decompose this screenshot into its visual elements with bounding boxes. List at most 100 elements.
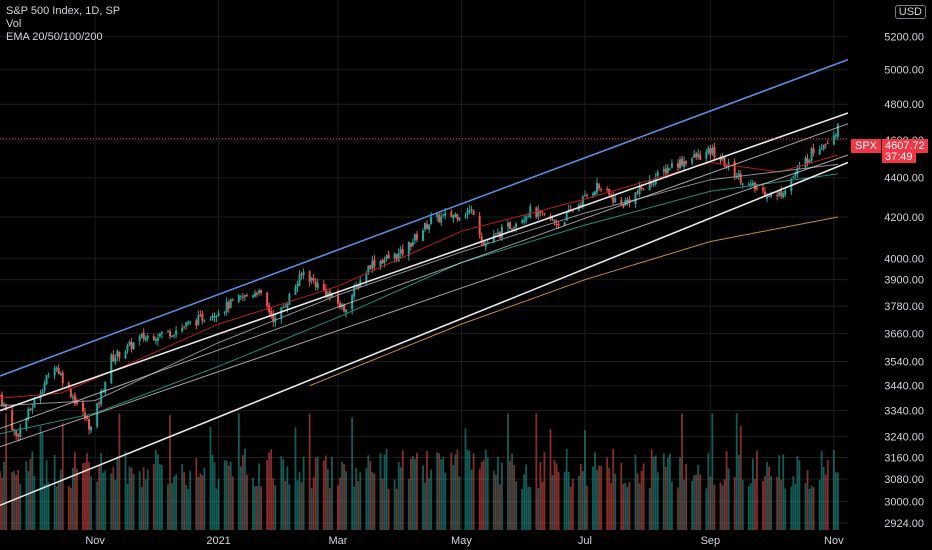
volume-bar: [3, 461, 5, 530]
volume-bar: [725, 451, 728, 530]
volume-bar: [294, 427, 297, 530]
candle-body: [721, 156, 724, 160]
volume-bar: [737, 455, 740, 530]
volume-bar: [596, 469, 598, 530]
volume-bar: [237, 413, 240, 530]
volume-bar: [834, 472, 837, 530]
volume-bar: [102, 472, 105, 530]
candle-body: [735, 176, 738, 178]
candle-body: [415, 233, 418, 240]
volume-bar: [365, 468, 368, 530]
candle-body: [401, 249, 404, 255]
volume-bar: [73, 452, 76, 530]
candle-body: [393, 253, 396, 259]
candle-body: [472, 210, 475, 215]
volume-bar: [525, 464, 528, 530]
price-axis-area: [848, 0, 932, 550]
volume-bar: [822, 466, 825, 530]
volume-bar: [784, 488, 787, 530]
ema-line: [0, 163, 838, 407]
candle-body: [506, 223, 509, 227]
volume-bar: [836, 472, 839, 530]
candle-body: [747, 184, 750, 186]
volume-bar: [685, 464, 687, 530]
volume-bar: [662, 453, 665, 530]
candle-body: [383, 259, 386, 263]
volume-bar: [399, 467, 402, 530]
volume-bar: [132, 473, 135, 530]
candle-body: [245, 295, 248, 297]
volume-bar: [367, 455, 370, 530]
volume-bar: [167, 484, 169, 530]
volume-bar: [636, 473, 639, 530]
candle-body: [782, 193, 785, 198]
volume-bar: [428, 478, 430, 530]
candle-body: [515, 223, 518, 228]
volume-bar: [393, 479, 396, 530]
volume-bar: [322, 460, 325, 530]
currency-button[interactable]: USD: [894, 5, 926, 19]
candle-body: [804, 158, 807, 168]
volume-bar: [197, 476, 200, 530]
volume-bar: [57, 482, 60, 530]
candle-body: [237, 295, 240, 302]
volume-bar: [782, 454, 785, 530]
candle-body: [583, 194, 586, 196]
volume-bar: [709, 476, 712, 530]
volume-bar: [59, 469, 62, 530]
volume-bar: [100, 452, 103, 530]
volume-bar: [478, 468, 481, 530]
candle-body: [217, 313, 220, 317]
volume-bar: [612, 448, 615, 530]
volume-bar: [128, 466, 131, 530]
candle-body: [521, 220, 524, 223]
volume-bar: [652, 456, 655, 530]
legend-title: S&P 500 Index, 1D, SP: [6, 5, 121, 17]
candle-body: [456, 214, 459, 220]
candle-body: [691, 158, 694, 164]
candle-body: [45, 375, 48, 385]
volume-bar: [600, 465, 602, 530]
volume-bar: [31, 451, 34, 530]
candle-body: [231, 299, 234, 301]
candle-body: [470, 209, 473, 211]
candle-body: [98, 402, 101, 404]
volume-bar: [140, 487, 143, 530]
candle-body: [73, 395, 76, 404]
candle-body: [444, 212, 447, 216]
price-axis-label: 4200.00: [884, 212, 924, 224]
volume-bar: [246, 474, 248, 530]
trend-line: [0, 161, 849, 507]
volume-bar: [17, 469, 20, 530]
volume-bar: [379, 453, 382, 530]
volume-bar: [507, 413, 509, 530]
time-axis-label: Mar: [329, 535, 348, 547]
candle-body: [557, 223, 560, 226]
last-price-badge: 4607.72: [882, 139, 928, 153]
candle-body: [662, 169, 665, 172]
candle-body: [537, 209, 540, 217]
candle-body: [525, 216, 528, 221]
volume-bar: [371, 471, 374, 530]
candle-body: [171, 335, 174, 337]
candle-body: [138, 336, 141, 342]
volume-bar: [15, 474, 18, 530]
candle-body: [553, 219, 556, 223]
candle-body: [683, 161, 686, 167]
volume-bar: [373, 473, 376, 530]
candle-body: [57, 368, 60, 374]
volume-bar: [312, 477, 315, 530]
volume-bar: [551, 475, 554, 530]
ema-line: [0, 173, 838, 435]
candle-body: [794, 173, 797, 177]
candle-body: [826, 142, 829, 144]
time-axis-label: May: [451, 535, 472, 547]
candle-body: [241, 296, 244, 298]
candle-body: [513, 227, 516, 229]
volume-bar: [353, 486, 356, 530]
candle-body: [596, 182, 599, 193]
candle-body: [13, 429, 16, 431]
price-axis-label: 5000.00: [884, 65, 924, 77]
candle-body: [664, 168, 667, 174]
